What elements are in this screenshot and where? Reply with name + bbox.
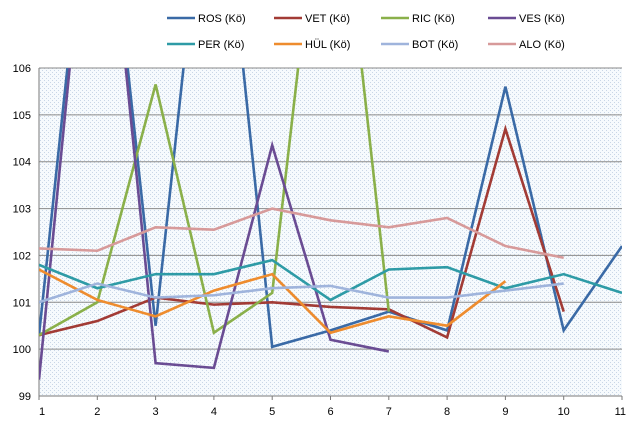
plot-area bbox=[39, 68, 622, 396]
legend-item: VET (Kö) bbox=[274, 13, 350, 25]
legend-item: ALO (Kö) bbox=[488, 39, 565, 51]
series-line-bot bbox=[39, 282, 564, 304]
axes: 99 100 101 102 103 104 105 106 1 2 3 4 5 6 7 8 9 10 11 bbox=[13, 63, 626, 418]
y-tick-label: 103 bbox=[13, 204, 31, 216]
legend: ROS (Kö) VET (Kö) RIC (Kö) VES (Kö) PER (Kö)… bbox=[167, 13, 565, 51]
legend-label: ROS (Kö) bbox=[198, 13, 246, 25]
y-tick-label: 102 bbox=[13, 250, 31, 262]
legend-item: PER (Kö) bbox=[167, 39, 244, 51]
x-tick-label: 8 bbox=[444, 406, 450, 418]
legend-item: VES (Kö) bbox=[488, 13, 565, 25]
legend-label: BOT (Kö) bbox=[412, 39, 458, 51]
x-tick-label: 4 bbox=[211, 406, 217, 418]
legend-item: ROS (Kö) bbox=[167, 13, 246, 25]
x-tick-label: 6 bbox=[327, 406, 333, 418]
series-group bbox=[39, 68, 622, 380]
series-line-ves bbox=[39, 68, 390, 380]
x-tick-label: 10 bbox=[558, 406, 570, 418]
y-tick-label: 104 bbox=[13, 157, 31, 169]
y-tick-label: 99 bbox=[19, 391, 31, 403]
series-line-per bbox=[39, 258, 622, 302]
series-line-ric bbox=[39, 68, 391, 337]
legend-label: PER (Kö) bbox=[198, 39, 244, 51]
y-tick-label: 101 bbox=[13, 297, 31, 309]
x-tick-label: 5 bbox=[269, 406, 275, 418]
legend-label: VES (Kö) bbox=[519, 13, 565, 25]
series-line-hül bbox=[39, 268, 507, 335]
legend-label: VET (Kö) bbox=[305, 13, 350, 25]
legend-label: ALO (Kö) bbox=[519, 39, 565, 51]
legend-label: HÜL (Kö) bbox=[305, 39, 350, 51]
x-tick-label: 7 bbox=[386, 406, 392, 418]
y-tick-label: 106 bbox=[13, 63, 31, 75]
legend-label: RIC (Kö) bbox=[412, 13, 455, 25]
y-tick-label: 105 bbox=[13, 110, 31, 122]
x-tick-label: 9 bbox=[502, 406, 508, 418]
series-line-alo bbox=[39, 207, 564, 260]
legend-item: HÜL (Kö) bbox=[274, 39, 350, 51]
x-tick-label: 11 bbox=[615, 406, 626, 418]
legend-item: RIC (Kö) bbox=[381, 13, 455, 25]
series-line-ros bbox=[39, 68, 622, 349]
x-tick-label: 2 bbox=[94, 406, 100, 418]
x-tick-label: 3 bbox=[153, 406, 159, 418]
x-tick-label: 1 bbox=[39, 406, 45, 418]
legend-item: BOT (Kö) bbox=[381, 39, 458, 51]
y-tick-label: 100 bbox=[13, 344, 31, 356]
